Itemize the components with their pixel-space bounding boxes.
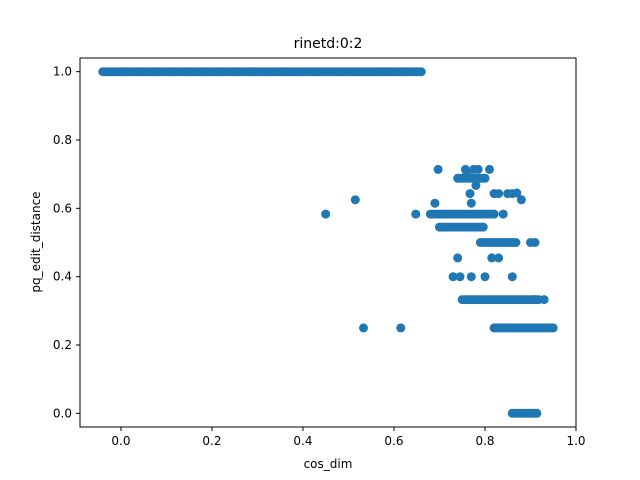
data-point [511, 238, 521, 247]
data-point [530, 295, 540, 305]
data-points [98, 67, 558, 418]
data-point [485, 164, 494, 174]
data-point [498, 238, 508, 247]
data-point [494, 189, 504, 199]
data-point [487, 253, 497, 263]
data-point [471, 180, 481, 190]
data-point [480, 272, 490, 282]
data-point [396, 323, 406, 333]
data-point [466, 272, 476, 282]
data-point [465, 189, 475, 199]
y-tick-label: 0.2 [53, 338, 72, 352]
data-point [498, 209, 508, 219]
plot-frame [79, 57, 577, 428]
y-axis-label: pq_edit_distance [29, 191, 43, 292]
data-point [359, 323, 368, 333]
x-tick-label: 0.8 [475, 434, 494, 448]
data-point [494, 253, 504, 263]
data-point [539, 295, 549, 305]
x-axis-label: cos_dim [304, 457, 353, 471]
chart-title: rinetd:0:2 [294, 36, 363, 52]
data-point [480, 173, 490, 183]
x-axis: 0.0 0.2 0.4 0.6 0.8 1.0 [111, 427, 586, 448]
x-tick-label: 0.4 [293, 434, 312, 448]
data-point [462, 169, 472, 179]
y-tick-label: 0.8 [53, 133, 72, 147]
data-point [530, 238, 540, 247]
data-point [516, 195, 526, 205]
data-point [430, 198, 440, 208]
y-tick-label: 0.4 [53, 270, 72, 284]
y-axis: 0.0 0.2 0.4 0.6 0.8 1.0 [53, 65, 80, 420]
data-point [548, 323, 558, 333]
data-point [350, 195, 360, 205]
data-point [478, 222, 488, 232]
data-point [473, 164, 483, 174]
data-point [433, 164, 443, 174]
x-tick-label: 0.0 [111, 434, 130, 448]
y-tick-label: 0.6 [53, 201, 72, 215]
data-point [411, 209, 421, 219]
x-tick-label: 0.6 [384, 434, 403, 448]
data-point [455, 272, 465, 282]
x-tick-label: 0.2 [202, 434, 221, 448]
data-point [466, 198, 476, 208]
data-point [507, 272, 517, 282]
data-point [532, 408, 542, 418]
data-point [489, 209, 499, 219]
x-tick-label: 1.0 [566, 434, 585, 448]
data-point [453, 253, 463, 263]
data-point [512, 188, 522, 198]
y-tick-label: 1.0 [53, 65, 72, 79]
data-point [416, 67, 426, 77]
y-tick-label: 0.0 [53, 406, 72, 420]
data-point [448, 272, 458, 282]
data-point [321, 209, 331, 219]
